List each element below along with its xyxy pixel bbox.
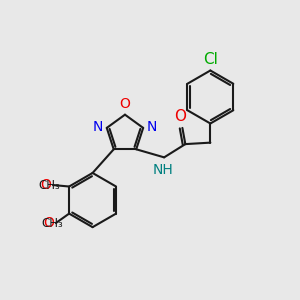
Text: O: O bbox=[40, 178, 51, 192]
Text: CH₃: CH₃ bbox=[42, 217, 64, 230]
Text: NH: NH bbox=[152, 163, 173, 177]
Text: O: O bbox=[43, 216, 54, 230]
Text: O: O bbox=[174, 110, 186, 124]
Text: N: N bbox=[147, 120, 157, 134]
Text: Cl: Cl bbox=[203, 52, 218, 67]
Text: O: O bbox=[119, 97, 130, 111]
Text: N: N bbox=[93, 120, 103, 134]
Text: CH₃: CH₃ bbox=[39, 178, 61, 191]
